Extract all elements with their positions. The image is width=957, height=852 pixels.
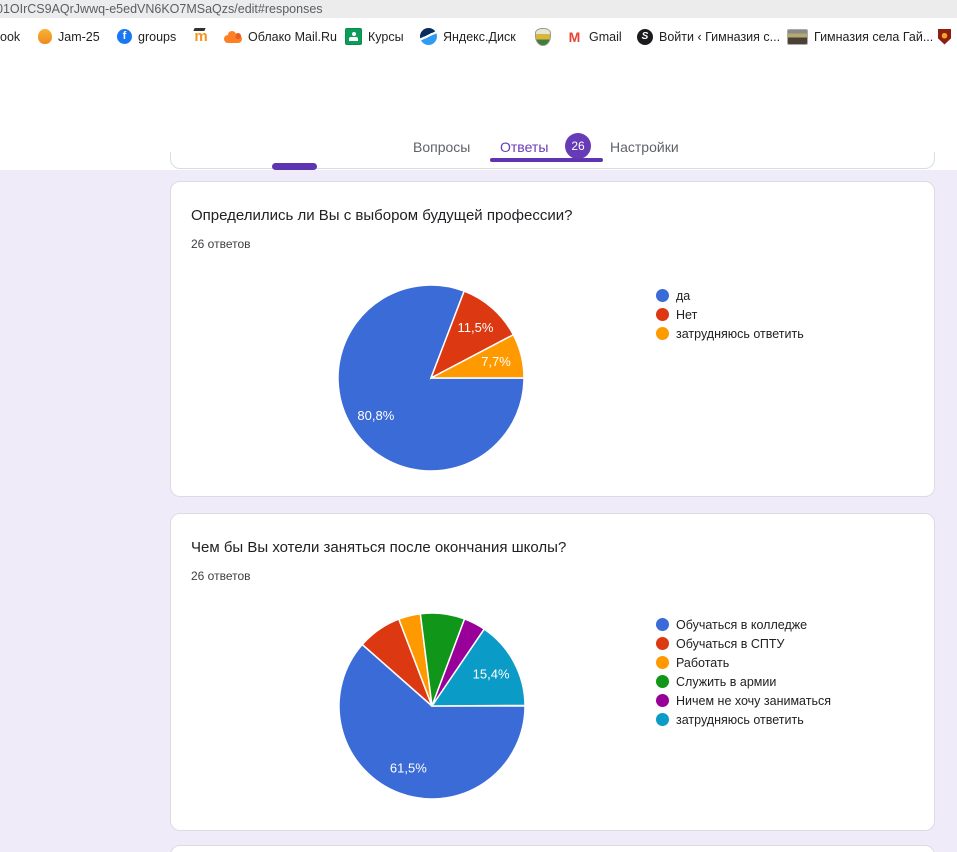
bookmark-label: Облако Mail.Ru [248, 29, 337, 44]
pie-slice [338, 643, 526, 800]
photo-thumbnail-icon [787, 28, 808, 45]
bookmark-partial[interactable]: ook [0, 18, 20, 55]
scrolled-card-purple-bar [272, 163, 317, 170]
legend-item: затрудняюсь ответить [656, 324, 804, 343]
legend-color-dot [656, 656, 669, 669]
legend-color-dot [656, 637, 669, 650]
bookmark-school-crest[interactable] [535, 18, 551, 55]
responses-count-badge[interactable]: 26 [565, 133, 591, 159]
question-card-2: Чем бы Вы хотели заняться после окончани… [170, 513, 935, 831]
jam-hand-icon [38, 29, 52, 44]
address-bar[interactable]: 01OIrCS9AQrJwwq-e5edVN6KO7MSaQzs/edit#re… [0, 0, 957, 18]
bookmark-label: groups [138, 29, 177, 44]
bookmark-label: Гимназия села Гай... [814, 29, 934, 44]
question-title: Чем бы Вы хотели заняться после окончани… [191, 539, 567, 556]
bookmarks-bar: ook Jam-25 f groups m Облако Mail.Ru Кур… [0, 18, 957, 56]
tab-responses[interactable]: Ответы [500, 139, 549, 155]
school-crest-icon [535, 27, 551, 46]
legend-color-dot [656, 694, 669, 707]
question-card-1: Определились ли Вы с выбором будущей про… [170, 181, 935, 497]
bookmark-gymnasium-site[interactable]: Гимназия села Гай... [787, 18, 933, 55]
globe-s-icon: S [637, 28, 653, 45]
tab-settings[interactable]: Настройки [610, 139, 679, 155]
address-url[interactable]: 01OIrCS9AQrJwwq-e5edVN6KO7MSaQzs/edit#re… [0, 2, 323, 16]
chart-legend: Обучаться в колледже Обучаться в СПТУ Рабо… [656, 615, 831, 729]
legend-color-dot [656, 713, 669, 726]
legend-item: Нет [656, 305, 804, 324]
legend-item: Работать [656, 653, 831, 672]
legend-color-dot [656, 675, 669, 688]
forms-header [0, 55, 957, 170]
bookmark-label: Gmail [589, 29, 622, 44]
legend-label: Обучаться в колледже [676, 617, 808, 632]
google-classroom-icon [345, 28, 362, 45]
chart-legend: да Нет затрудняюсь ответить [656, 286, 804, 343]
legend-item: Ничем не хочу заниматься [656, 691, 831, 710]
tab-questions[interactable]: Вопросы [413, 139, 471, 155]
legend-color-dot [656, 289, 669, 302]
bookmark-gmail[interactable]: M Gmail [566, 18, 622, 55]
bookmark-yandex-disk[interactable]: Яндекс.Диск [420, 18, 516, 55]
bookmark-moodle[interactable]: m [191, 18, 211, 55]
legend-label: затрудняюсь ответить [676, 712, 804, 727]
question-title: Определились ли Вы с выбором будущей про… [191, 207, 573, 224]
legend-label: Нет [676, 307, 698, 322]
legend-item: Обучаться в колледже [656, 615, 831, 634]
red-crest-icon [938, 28, 951, 45]
facebook-icon: f [117, 29, 132, 44]
pie-slice [429, 290, 515, 380]
bookmark-label: Курсы [368, 29, 404, 44]
question-card-3-partial [170, 845, 935, 852]
legend-label: Обучаться в СПТУ [676, 636, 785, 651]
pie-slice [430, 628, 526, 707]
pie-slice-label: 11,5% [457, 320, 493, 335]
responses-count-label: 26 ответов [191, 237, 251, 251]
legend-item: затрудняюсь ответить [656, 710, 831, 729]
bookmark-label: Яндекс.Диск [443, 29, 516, 44]
active-tab-underline [490, 158, 603, 162]
legend-label: Ничем не хочу заниматься [676, 693, 831, 708]
legend-label: Работать [676, 655, 730, 670]
pie-slice-label: 15,4% [473, 666, 510, 681]
bookmark-classroom[interactable]: Курсы [345, 18, 404, 55]
pie-slice-label: 61,5% [390, 761, 427, 776]
bookmark-label: ook [0, 29, 21, 44]
pie-chart: 61,5% 15,4% [337, 611, 527, 801]
responses-count-label: 26 ответов [191, 569, 251, 583]
legend-item: Обучаться в СПТУ [656, 634, 831, 653]
pie-slice-label: 7,7% [481, 354, 511, 369]
moodle-icon: m [191, 28, 211, 45]
gmail-icon: M [568, 28, 581, 45]
bookmark-jam-25[interactable]: Jam-25 [38, 18, 100, 55]
pie-chart: 80,8% 11,5% 7,7% [336, 283, 526, 473]
bookmark-mailru-cloud[interactable]: Облако Mail.Ru [224, 18, 337, 55]
legend-label: Служить в армии [676, 674, 777, 689]
legend-color-dot [656, 327, 669, 340]
pie-slice [337, 284, 525, 472]
bookmark-groups[interactable]: f groups [117, 18, 176, 55]
legend-label: да [676, 288, 691, 303]
bookmark-label: Jam-25 [58, 29, 100, 44]
bookmark-label: Войти ‹ Гимназия с... [659, 29, 781, 44]
yandex-disk-icon [420, 28, 437, 45]
legend-item: да [656, 286, 804, 305]
bookmark-red-crest[interactable] [938, 18, 951, 55]
pie-slice-label: 80,8% [357, 408, 394, 423]
legend-label: затрудняюсь ответить [676, 326, 804, 341]
responses-page-background: Определились ли Вы с выбором будущей про… [0, 170, 957, 852]
legend-color-dot [656, 618, 669, 631]
pie-slice [430, 333, 525, 379]
bookmark-gymnasium-login[interactable]: S Войти ‹ Гимназия с... [637, 18, 780, 55]
mailru-cloud-icon [224, 29, 242, 45]
legend-item: Служить в армии [656, 672, 831, 691]
legend-color-dot [656, 308, 669, 321]
